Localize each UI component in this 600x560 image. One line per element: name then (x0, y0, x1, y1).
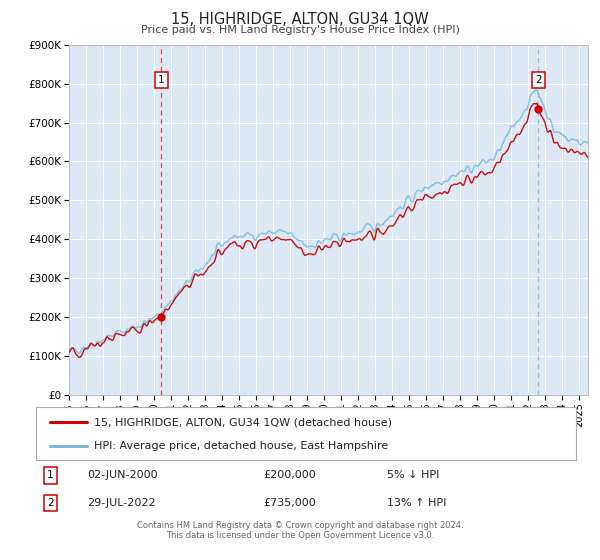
Text: £200,000: £200,000 (263, 470, 316, 480)
Text: 2: 2 (47, 498, 54, 508)
Text: 15, HIGHRIDGE, ALTON, GU34 1QW (detached house): 15, HIGHRIDGE, ALTON, GU34 1QW (detached… (94, 417, 392, 427)
Text: 1: 1 (158, 75, 164, 85)
Text: 5% ↓ HPI: 5% ↓ HPI (387, 470, 439, 480)
Text: Price paid vs. HM Land Registry's House Price Index (HPI): Price paid vs. HM Land Registry's House … (140, 25, 460, 35)
Text: 02-JUN-2000: 02-JUN-2000 (88, 470, 158, 480)
Text: £735,000: £735,000 (263, 498, 316, 508)
Text: This data is licensed under the Open Government Licence v3.0.: This data is licensed under the Open Gov… (166, 531, 434, 540)
Text: 2: 2 (535, 75, 541, 85)
Text: 1: 1 (47, 470, 54, 480)
Text: 15, HIGHRIDGE, ALTON, GU34 1QW: 15, HIGHRIDGE, ALTON, GU34 1QW (171, 12, 429, 27)
Text: 13% ↑ HPI: 13% ↑ HPI (387, 498, 446, 508)
Text: 29-JUL-2022: 29-JUL-2022 (88, 498, 156, 508)
Text: HPI: Average price, detached house, East Hampshire: HPI: Average price, detached house, East… (94, 441, 389, 451)
Text: Contains HM Land Registry data © Crown copyright and database right 2024.: Contains HM Land Registry data © Crown c… (137, 521, 463, 530)
